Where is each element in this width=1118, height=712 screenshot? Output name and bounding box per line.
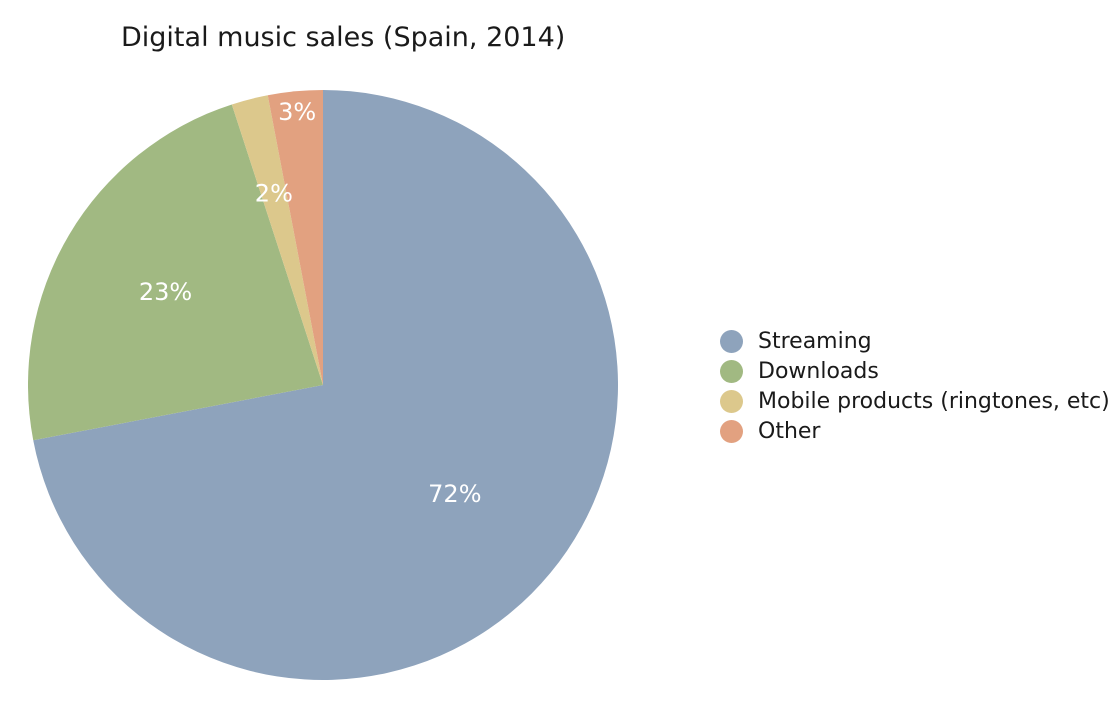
pie-slice-mobile-products-ringtones-etc (231, 95, 323, 386)
legend-swatch-mobile-products-ringtones-etc (720, 389, 743, 413)
legend-swatch-streaming (720, 329, 743, 353)
data-label-other: 3% (278, 98, 316, 126)
legend-label-mobile-products-ringtones-etc: Mobile products (ringtones, etc) (758, 388, 1110, 414)
legend-item-downloads: Downloads (720, 356, 1110, 386)
legend-label-streaming: Streaming (758, 328, 872, 354)
legend: Streaming Downloads Mobile products (ringt… (720, 326, 1110, 446)
legend-label-other: Other (758, 418, 821, 444)
legend-swatch-other (720, 419, 743, 443)
legend-swatch-downloads (720, 359, 743, 383)
pie-slice-streaming (33, 90, 618, 681)
legend-item-streaming: Streaming (720, 326, 1110, 356)
data-label-streaming: 72% (428, 480, 481, 508)
pie-slice-downloads (27, 104, 323, 441)
data-label-mobile-products-ringtones-etc: 2% (255, 180, 293, 208)
pie-labels: 72% 23% 2% 3% (139, 98, 482, 508)
legend-item-other: Other (720, 416, 1110, 446)
pie-slice-other (267, 90, 323, 385)
chart-title: Digital music sales (Spain, 2014) (121, 22, 566, 53)
legend-label-downloads: Downloads (758, 358, 879, 384)
pie-slices (27, 90, 618, 681)
data-label-downloads: 23% (139, 278, 192, 306)
legend-item-mobile-products-ringtones-etc: Mobile products (ringtones, etc) (720, 386, 1110, 416)
